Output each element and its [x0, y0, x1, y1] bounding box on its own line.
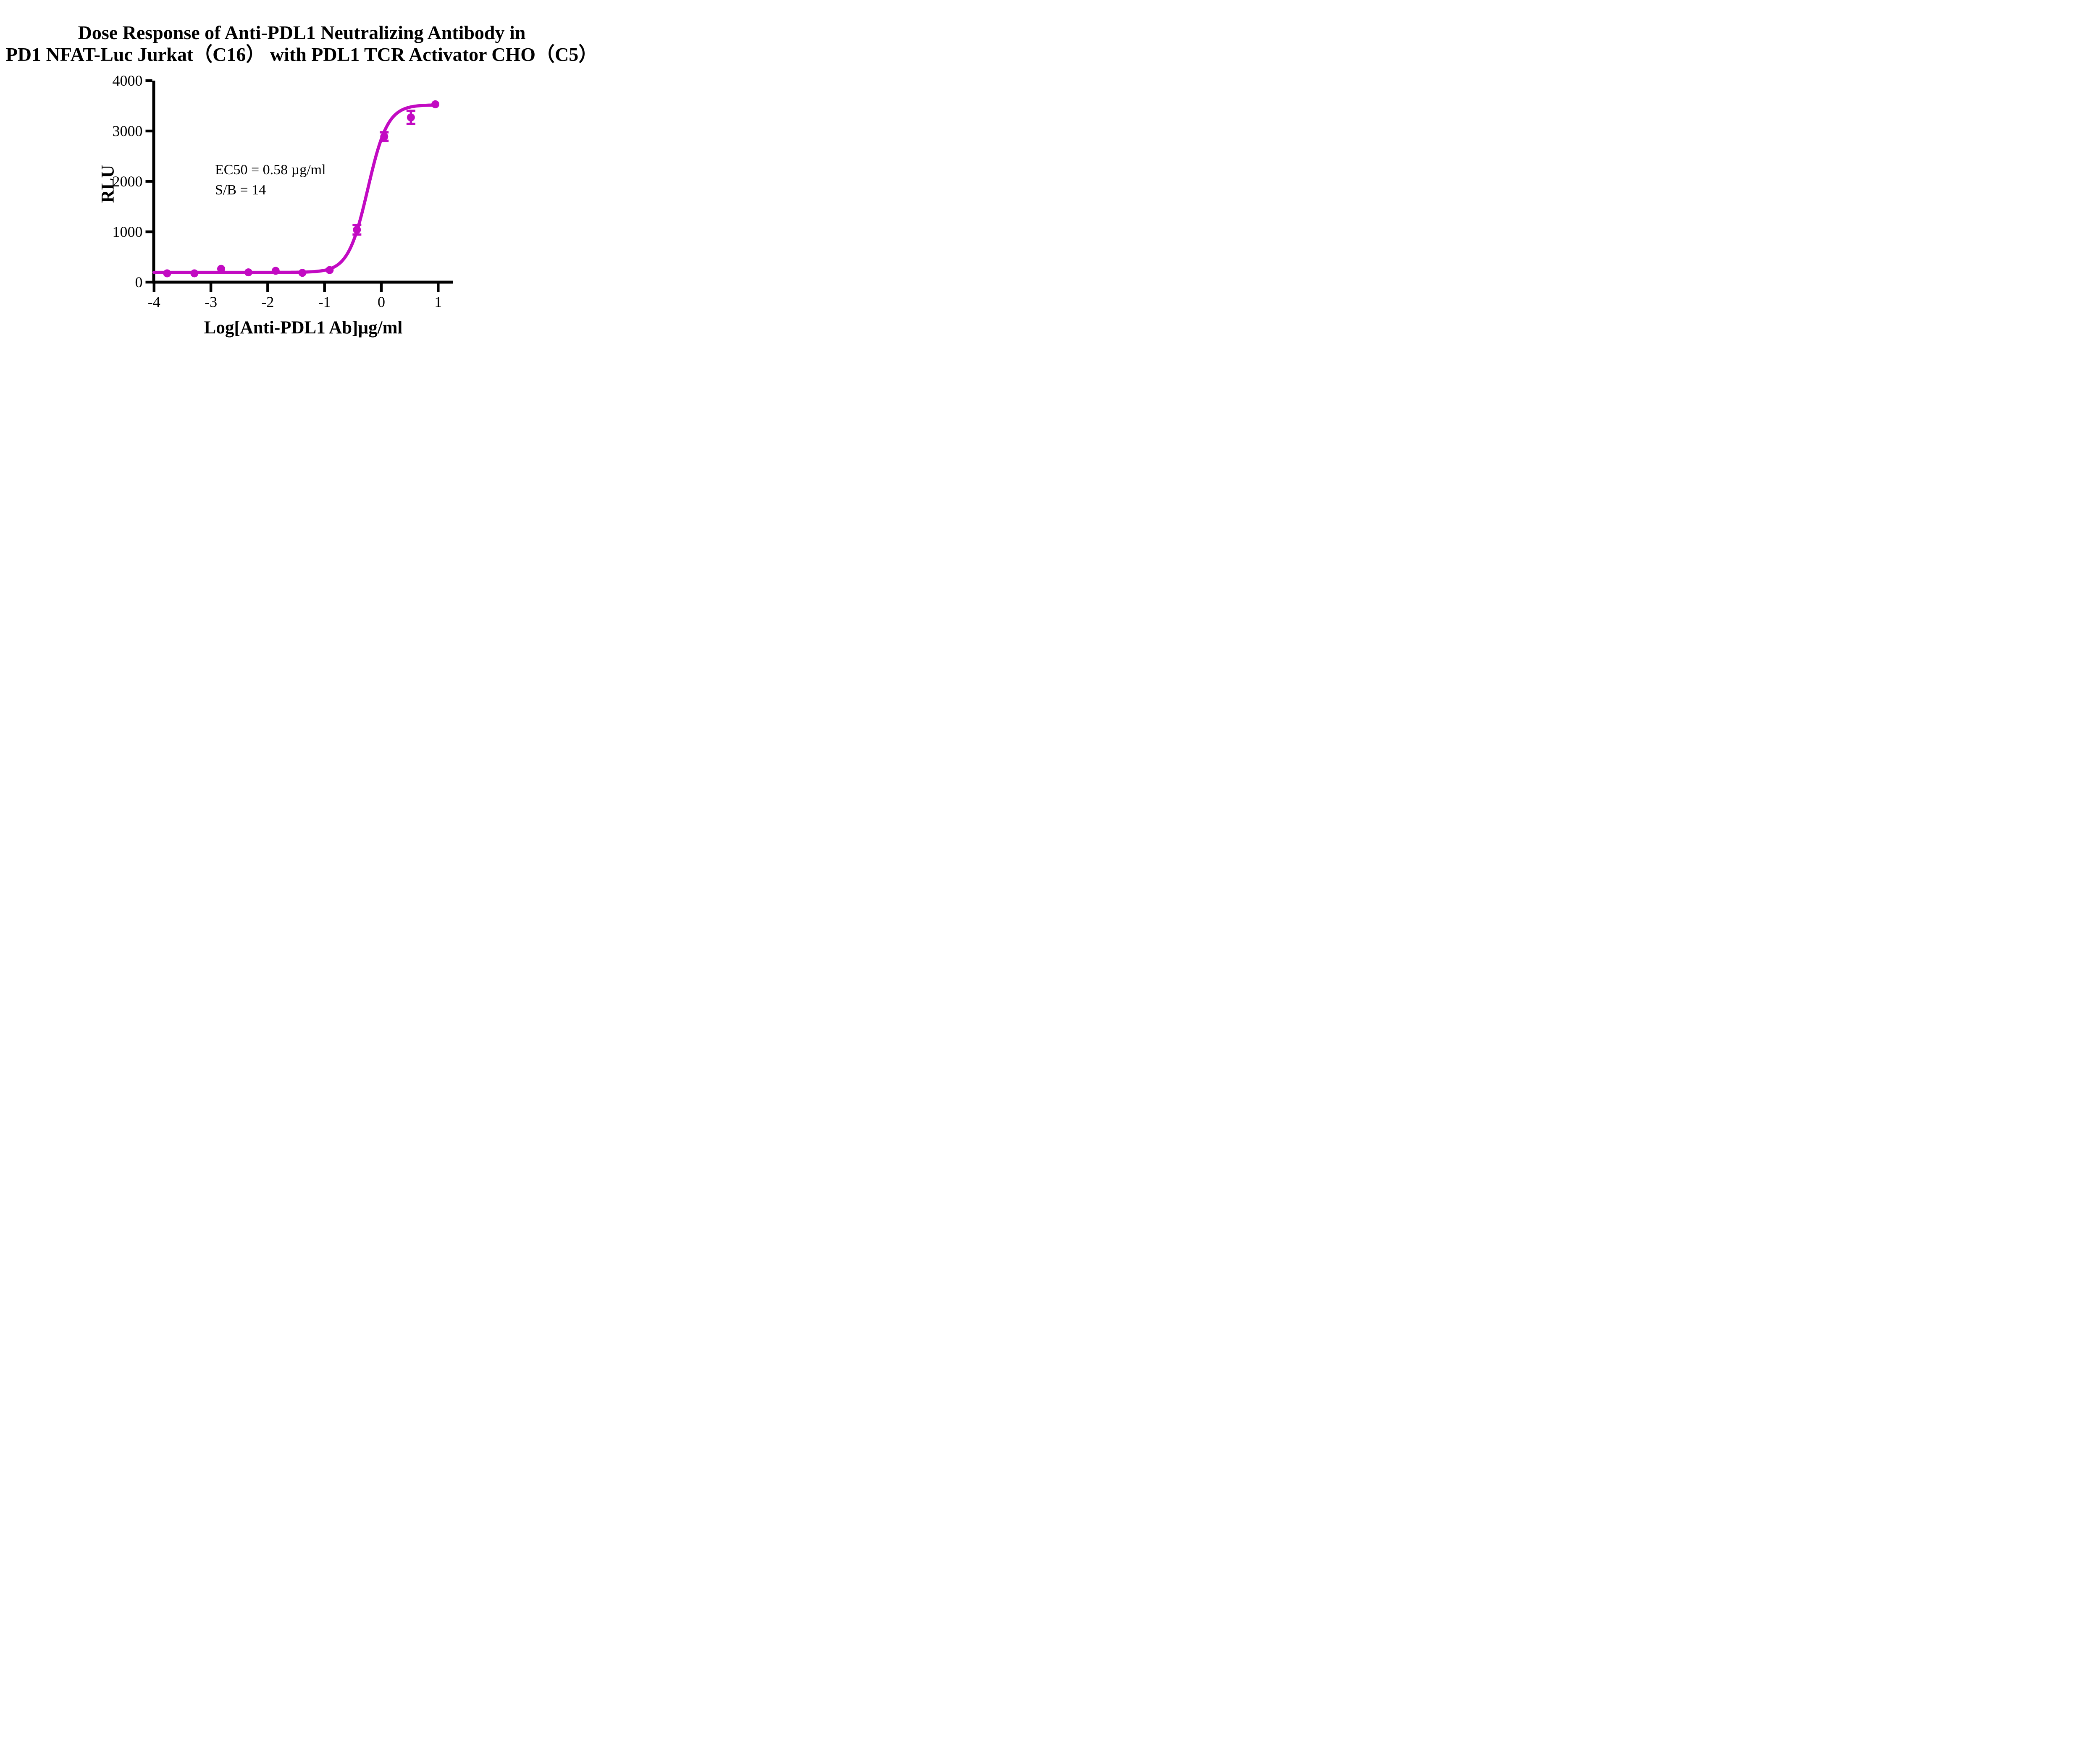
data-point [271, 267, 280, 275]
dose-response-figure: Dose Response of Anti-PDL1 Neutralizing … [0, 0, 604, 348]
fit-annotation: EC50 = 0.58 µg/ml S/B = 14 [215, 160, 326, 201]
data-point [326, 266, 334, 274]
ec50-annotation: EC50 = 0.58 µg/ml [215, 162, 326, 178]
data-point [353, 225, 361, 234]
data-point [380, 132, 388, 141]
x-tick-label: 1 [434, 293, 442, 310]
data-point [431, 100, 440, 108]
plot-area: 0 1000 2000 3000 4000 -4 -3 -2 -1 0 1 [113, 72, 453, 310]
x-tick-label: -1 [318, 293, 331, 310]
data-point [190, 269, 199, 278]
data-point [244, 268, 252, 277]
data-point [298, 269, 307, 277]
y-tick-label: 4000 [113, 72, 143, 89]
x-axis-title: Log[Anti-PDL1 Ab]µg/ml [204, 318, 403, 338]
x-tick-label: -3 [205, 293, 217, 310]
chart-title-line-2: PD1 NFAT-Luc Jurkat（C16） with PDL1 TCR A… [5, 43, 598, 65]
y-tick-label: 1000 [113, 223, 143, 240]
chart-title: Dose Response of Anti-PDL1 Neutralizing … [0, 22, 604, 65]
signal-to-background-annotation: S/B = 14 [215, 182, 266, 198]
data-point [217, 265, 225, 273]
x-tick-label: -4 [148, 293, 160, 310]
y-tick-label: 0 [135, 274, 143, 291]
y-tick-label: 2000 [113, 173, 143, 190]
x-tick-label: -2 [261, 293, 274, 310]
dose-response-curve [152, 103, 438, 274]
chart-title-line-1: Dose Response of Anti-PDL1 Neutralizing … [78, 22, 526, 43]
data-point [407, 113, 415, 122]
y-tick-label: 3000 [113, 123, 143, 139]
x-tick-label: 0 [378, 293, 385, 310]
y-axis-title: RLU [98, 165, 118, 203]
data-point [163, 269, 171, 278]
